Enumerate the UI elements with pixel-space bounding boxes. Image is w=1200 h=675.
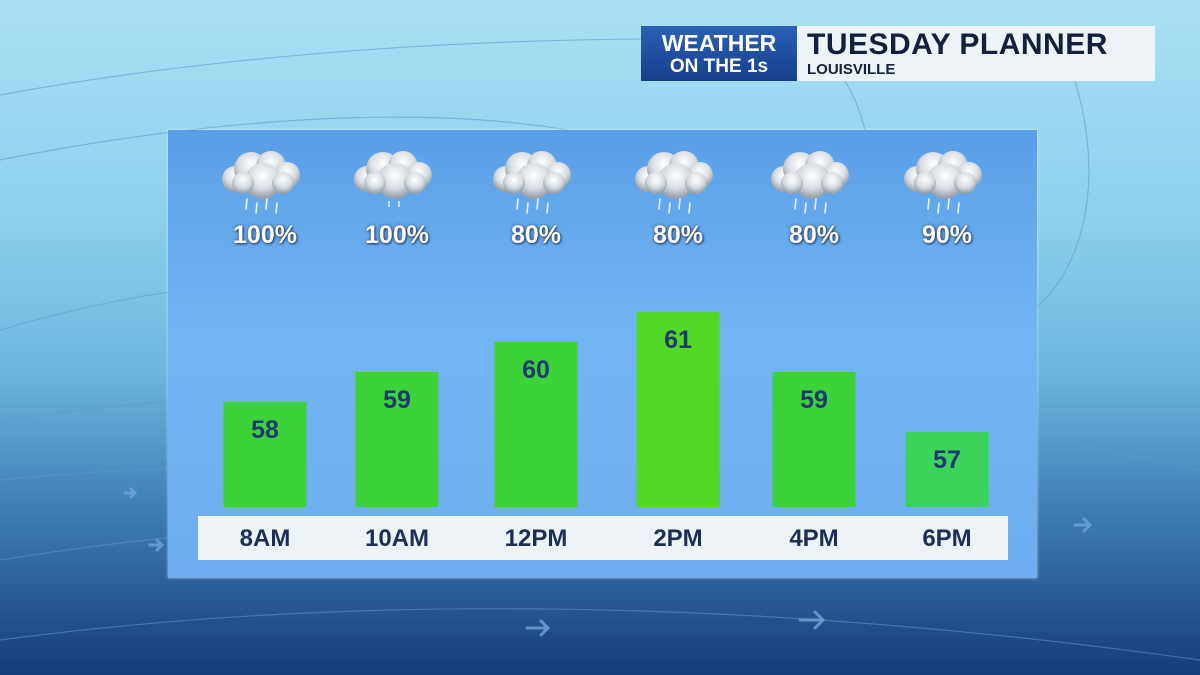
header-banner: WEATHER ON THE 1s TUESDAY PLANNER LOUISV… [641, 26, 1155, 81]
station-logo: WEATHER ON THE 1s [641, 26, 797, 81]
time-label: 4PM [789, 525, 839, 552]
bar-4pm [772, 372, 856, 507]
rain-chance-label: 80% [788, 221, 840, 249]
time-label: 12PM [504, 525, 568, 552]
time-label: 8AM [239, 525, 291, 552]
bar-2pm [636, 312, 720, 507]
bar-10am [355, 372, 439, 507]
rain-cloud-icon [222, 151, 300, 214]
page-title: TUESDAY PLANNER [807, 28, 1108, 61]
temperature-value-label: 61 [664, 326, 692, 354]
rain-cloud-icon [493, 151, 571, 214]
time-label: 6PM [922, 525, 972, 552]
rain-cloud-icon [904, 151, 982, 214]
temperature-value-label: 60 [522, 356, 550, 384]
temperature-bar-chart: 58 59 60 61 59 57 [222, 151, 989, 507]
rain-chance-label: 100% [365, 221, 429, 249]
time-axis-strip [198, 516, 1008, 560]
rain-chance-label: 80% [652, 221, 704, 249]
cloud-icon [354, 151, 432, 207]
rain-chance-label: 100% [233, 221, 297, 249]
brand-line-1: WEATHER [661, 29, 777, 56]
brand-line-2: ON THE 1s [669, 55, 769, 77]
temperature-value-label: 59 [800, 386, 828, 414]
bar-12pm [494, 342, 578, 507]
location-subtitle: LOUISVILLE [807, 61, 896, 78]
temperature-value-label: 58 [251, 416, 279, 444]
rain-cloud-icon [635, 151, 713, 214]
bar-6pm [905, 432, 989, 507]
temperature-value-label: 59 [383, 386, 411, 414]
rain-chance-label: 80% [510, 221, 562, 249]
time-label: 10AM [364, 525, 430, 552]
rain-chance-label: 90% [921, 221, 973, 249]
forecast-panel: 58 59 60 61 59 57 100% 8AM 100% 10AM 80% 12PM 80% 2P… [168, 130, 1037, 578]
bar-8am [223, 402, 307, 507]
temperature-value-label: 57 [933, 446, 961, 474]
rain-cloud-icon [771, 151, 849, 214]
title-box: TUESDAY PLANNER LOUISVILLE [797, 26, 1155, 81]
time-label: 2PM [653, 525, 703, 552]
